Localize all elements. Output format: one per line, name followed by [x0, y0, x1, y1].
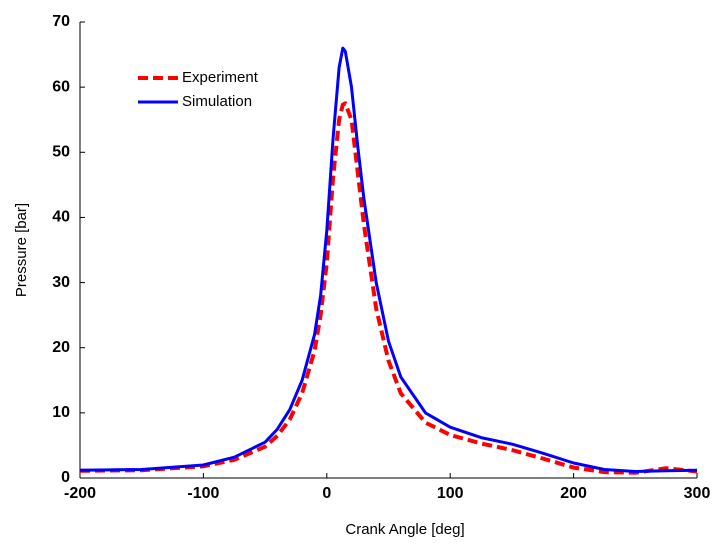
series-line — [79, 101, 698, 475]
y-tick-label: 40 — [52, 209, 70, 226]
legend-label: Simulation — [182, 93, 252, 110]
y-tick-label: 0 — [61, 469, 70, 486]
y-tick-label: 50 — [52, 144, 70, 161]
x-tick-label: 200 — [560, 485, 587, 502]
x-tick-label: 100 — [437, 485, 464, 502]
x-tick-label: -200 — [64, 485, 96, 502]
y-axis-label: Pressure [bar] — [13, 203, 30, 297]
y-tick-label: 60 — [52, 78, 70, 95]
y-tick-label: 20 — [52, 339, 70, 356]
y-tick-label: 30 — [52, 274, 70, 291]
x-tick-label: 0 — [322, 485, 331, 502]
x-axis-label: Crank Angle [deg] — [345, 521, 464, 538]
y-tick-label: 10 — [52, 404, 70, 421]
x-tick-label: -100 — [187, 485, 219, 502]
legend-label: Experiment — [182, 69, 259, 86]
series-line — [79, 46, 698, 473]
y-tick-label: 70 — [52, 13, 70, 30]
x-tick-label: 300 — [684, 485, 711, 502]
